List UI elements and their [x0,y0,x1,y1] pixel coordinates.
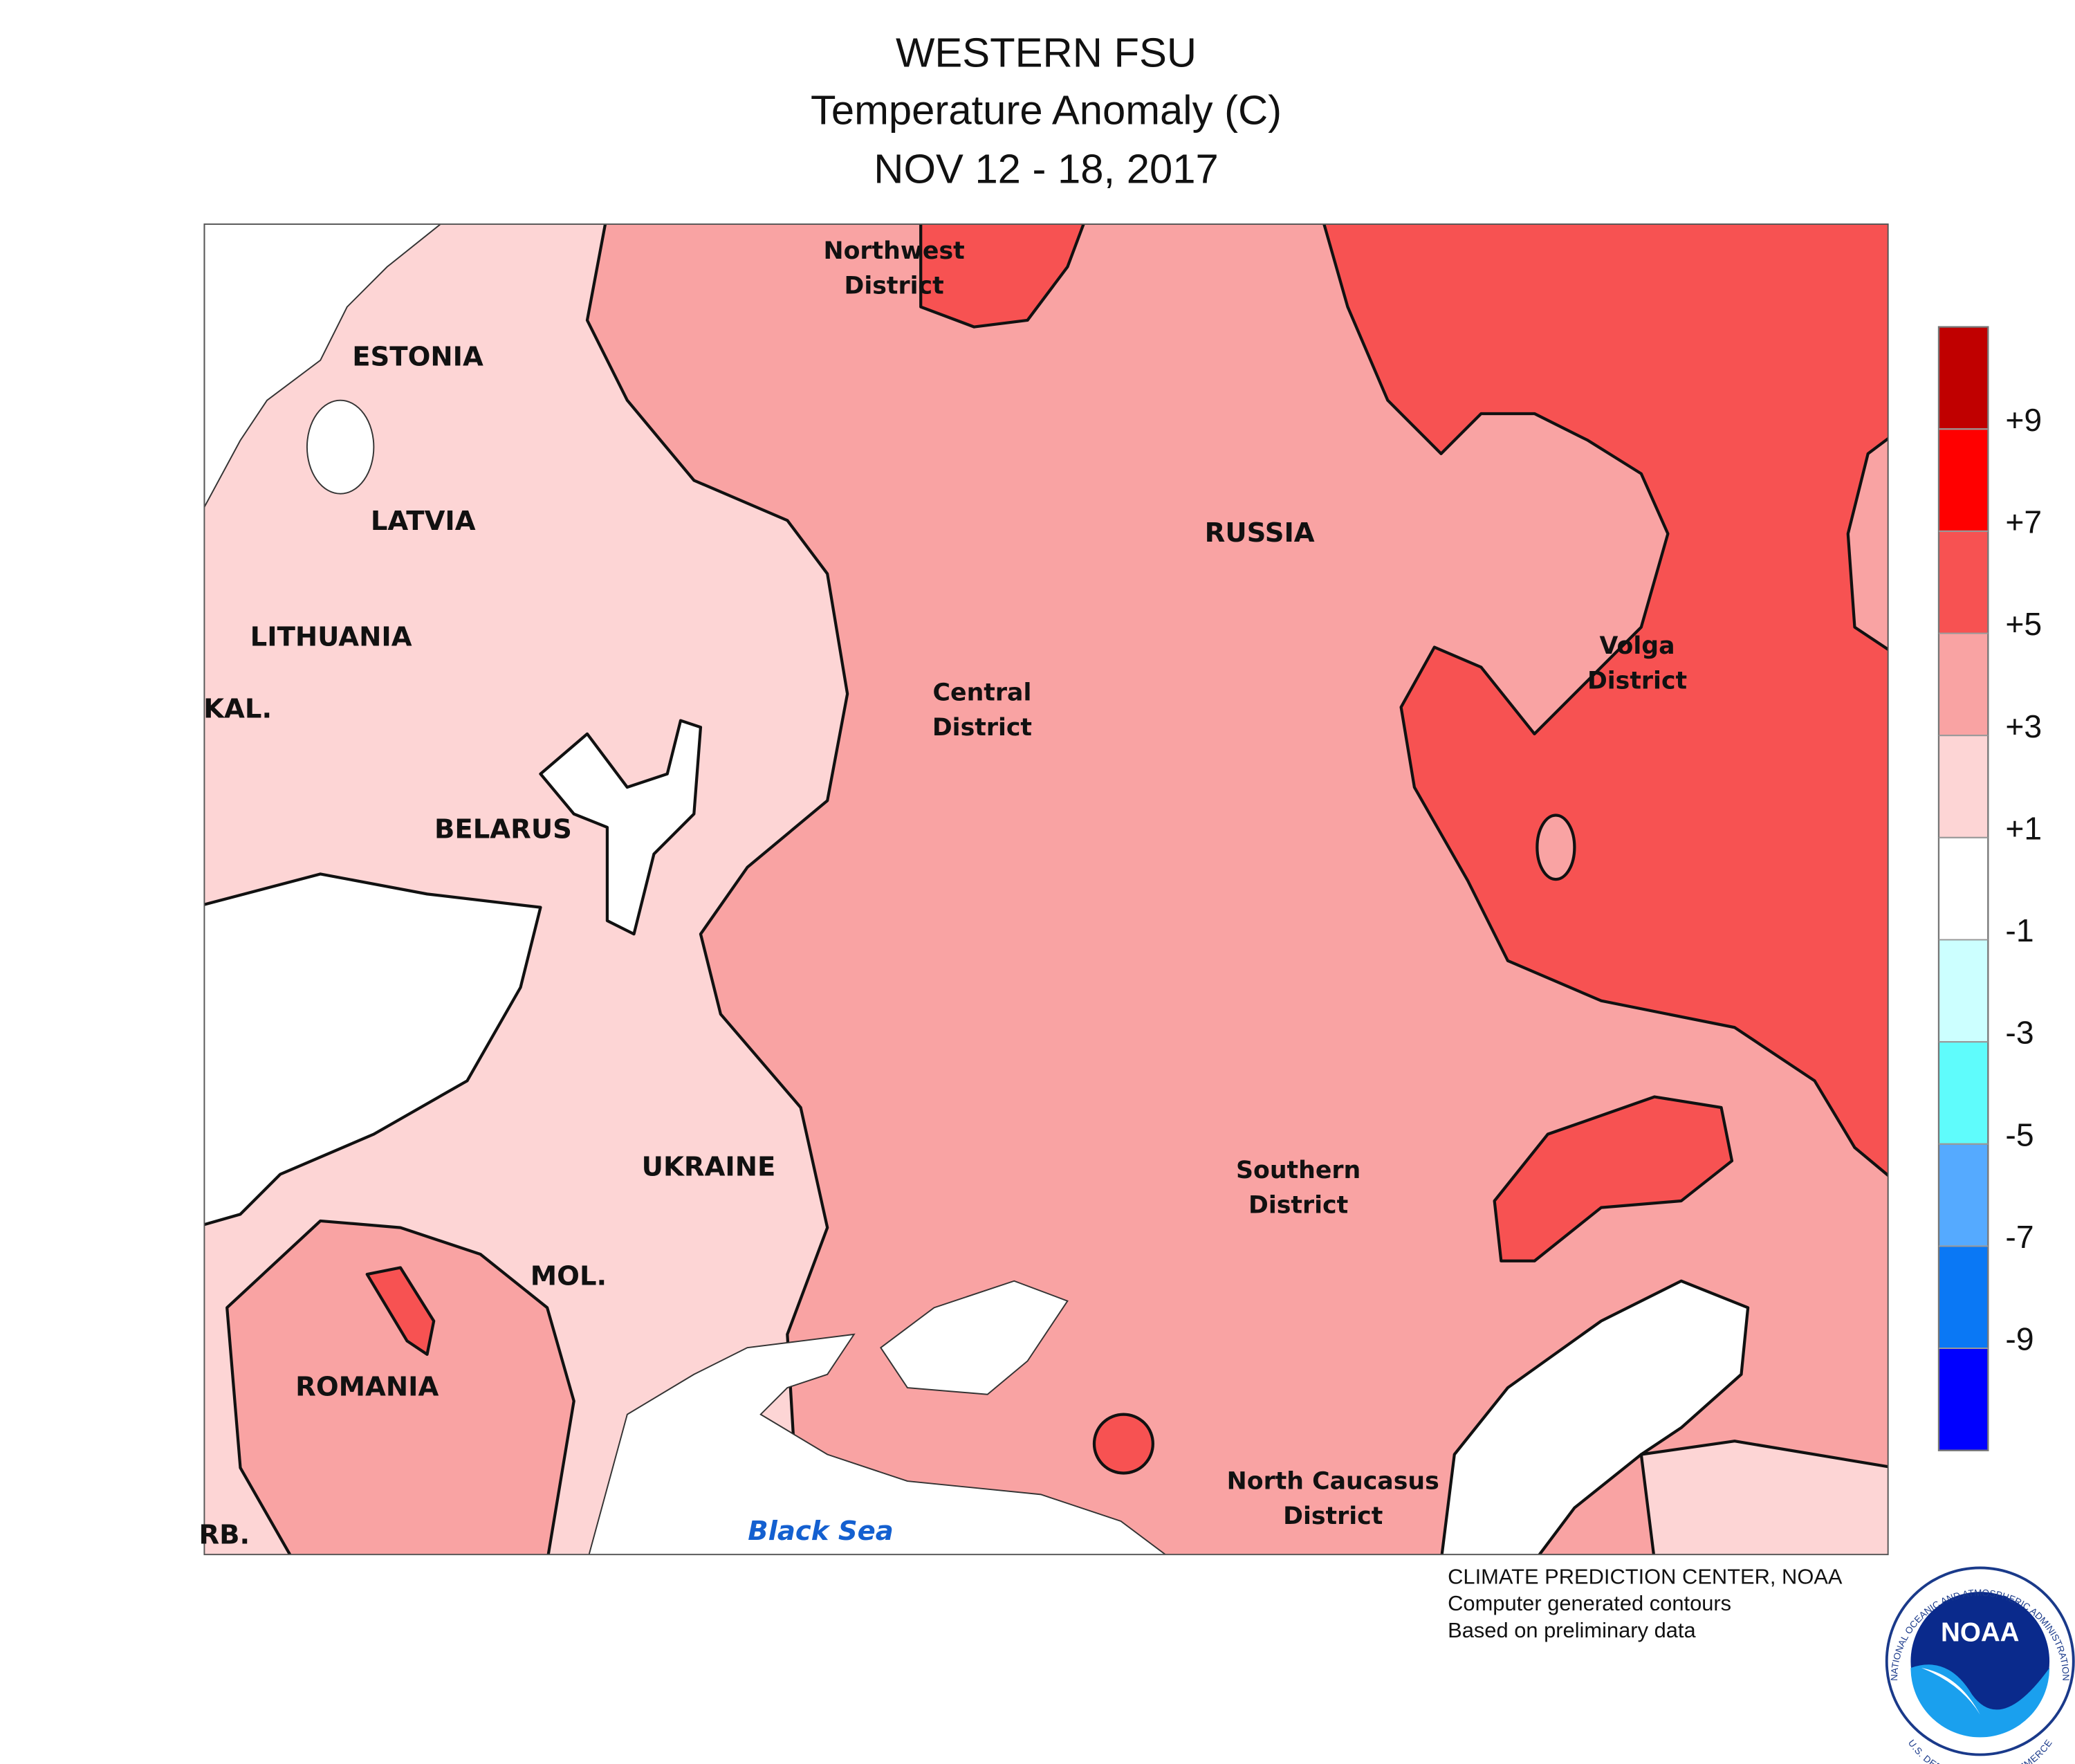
country-label: LATVIA [371,506,476,537]
zone-dark [365,1266,436,1356]
credit: Based on preliminary data [1448,1618,1696,1642]
legend-swatch [1938,1348,1989,1451]
country-label: KAL. [203,694,272,725]
legend-swatch [1938,1041,1989,1145]
zone-dark [1092,1413,1154,1475]
subtitle: Temperature Anomaly (C) [811,86,1282,133]
credit: Computer generated contours [1448,1591,1731,1615]
zone-dark [1322,224,1888,1177]
sea [306,399,375,495]
country-label: BELARUS [434,814,572,845]
sea-label: Black Sea [748,1516,894,1547]
legend-tick-label: -3 [2005,1015,2034,1051]
district-label: District [1248,1191,1348,1219]
country-label: UKRAINE [642,1151,776,1182]
sea [1440,1279,1750,1555]
legend: +9 +7 +5 +3 +1 -1 -3 -5 -7 -9 [1937,326,2042,1451]
credit: CLIMATE PREDICTION CENTER, NOAA [1448,1565,1843,1589]
noaa-logo: NOAA NATIONAL OCEANIC AND ATMOSPHERIC AD… [1885,1566,2075,1764]
legend-tick-label: +5 [2005,606,2042,642]
zone-white [204,872,542,1226]
date: NOV 12 - 18, 2017 [874,145,1218,192]
country-label: MOL. [531,1261,607,1292]
legend-tick-label: -5 [2005,1117,2034,1152]
legend-tick-label: +7 [2005,504,2042,540]
country-label: ESTONIA [352,342,483,373]
country-label: ROMANIA [295,1372,439,1403]
district-label: District [932,714,1032,742]
zone-dark [1493,1095,1734,1262]
zone-medium [225,1219,575,1555]
district-label: Volga [1600,632,1675,660]
zone-medium [1846,437,1888,652]
district-label: District [845,272,944,300]
legend-swatch [1938,326,1989,430]
zone-medium [1536,814,1576,881]
country-label: RUSSIA [1205,517,1315,549]
legend-tick-label: +1 [2005,810,2042,846]
legend-swatch [1938,735,1989,838]
zone-dark [919,224,1085,329]
logo-wave [1910,1664,2050,1738]
legend-swatch [1938,428,1989,532]
sea [204,224,442,508]
district-label: District [1587,667,1687,695]
district-label: North Caucasus [1227,1468,1439,1496]
country-label: LITHUANIA [250,622,412,653]
country-label: RB. [199,1520,250,1551]
legend-swatch [1938,632,1989,737]
legend-frame [1937,326,1989,1451]
map-fill [204,224,1888,1555]
legend-tick-label: -9 [2005,1321,2034,1357]
legend-swatch [1938,939,1989,1043]
zone-light [1639,1440,1888,1555]
legend-tick-label: -1 [2005,912,2034,948]
district-label: Northwest [824,237,965,265]
legend-tick-label: -7 [2005,1219,2034,1255]
legend-swatch [1938,1245,1989,1350]
district-label: Southern [1236,1157,1361,1184]
sea [880,1280,1069,1395]
legend-swatch [1938,530,1989,634]
legend-tick-label: +9 [2005,402,2042,438]
map-frame [203,223,1889,1556]
legend-tick-label: +3 [2005,708,2042,744]
legend-swatch [1938,1143,1989,1247]
district-label: District [1283,1503,1383,1530]
logo-name: NOAA [1941,1618,2020,1648]
title: WESTERN FSU [896,29,1197,75]
zone-white [539,719,703,936]
sea [588,1333,1167,1555]
map-labels: ESTONIA LATVIA LITHUANIA KAL. BELARUS UK… [199,237,1687,1551]
legend-swatch [1938,836,1989,941]
district-label: Central [933,679,1032,707]
